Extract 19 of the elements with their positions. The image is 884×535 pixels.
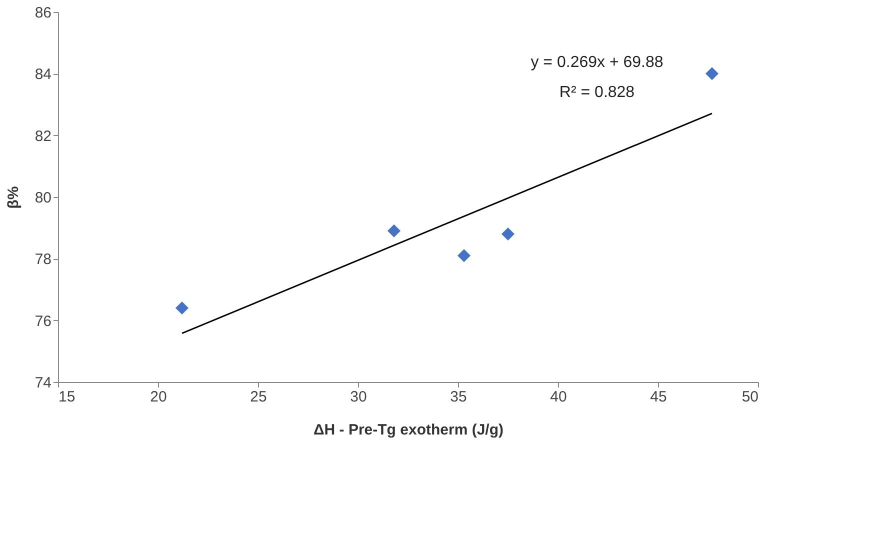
x-axis-title: ΔH - Pre-Tg exotherm (J/g) [314, 422, 504, 438]
x-tick-label: 25 [250, 388, 267, 406]
y-axis-title: β% [4, 186, 22, 209]
x-tick-label: 50 [742, 388, 758, 406]
annotation: R² = 0.828 [559, 84, 635, 101]
y-tick-label: 74 [34, 374, 52, 392]
x-tick-label: 45 [650, 388, 667, 406]
x-tick-label: 35 [450, 388, 467, 406]
y-tick-label: 86 [34, 4, 52, 22]
y-tick-label: 80 [34, 190, 52, 206]
y-tick-label: 82 [34, 128, 52, 145]
y-tick-label: 84 [34, 66, 52, 84]
x-tick-label: 20 [150, 388, 167, 406]
y-tick-label: 78 [34, 251, 52, 268]
x-tick-label: 40 [550, 388, 567, 406]
x-tick-label: 30 [350, 388, 367, 406]
x-tick-label: 15 [58, 388, 76, 406]
annotation: y = 0.269x + 69.88 [530, 54, 664, 71]
y-tick-label: 76 [34, 312, 52, 330]
